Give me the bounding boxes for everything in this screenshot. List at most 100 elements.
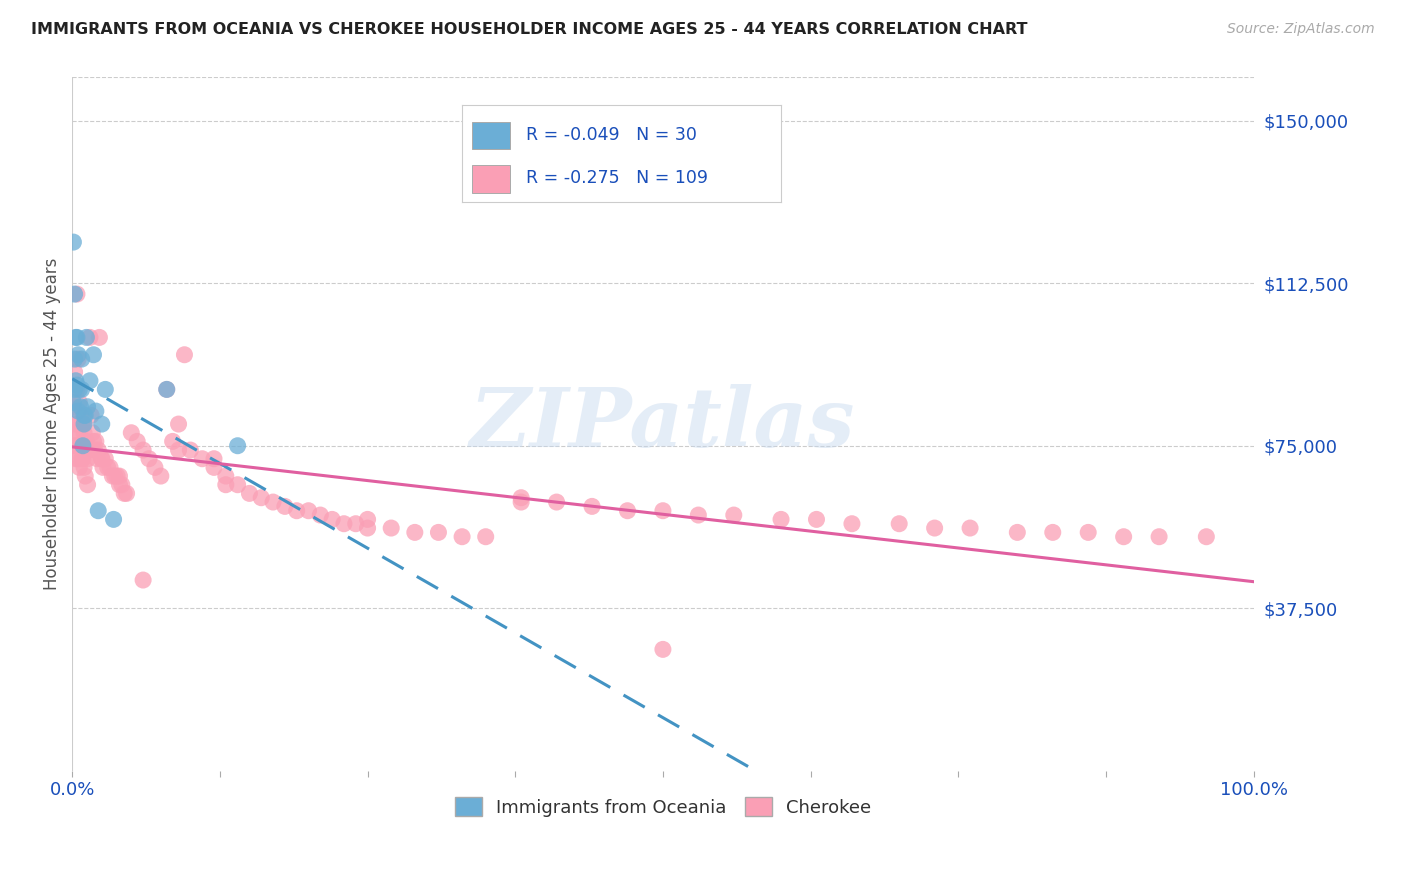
Point xyxy=(67,395,90,409)
Point xyxy=(69,409,91,423)
Point xyxy=(66,287,89,301)
Point xyxy=(83,443,105,458)
Point xyxy=(75,434,97,449)
Point xyxy=(73,425,96,440)
Point xyxy=(138,451,160,466)
Point xyxy=(91,460,114,475)
Point xyxy=(63,287,86,301)
Point xyxy=(309,508,332,522)
Point xyxy=(108,477,131,491)
Point xyxy=(70,383,93,397)
Text: ZIPatlas: ZIPatlas xyxy=(470,384,856,464)
Point xyxy=(103,512,125,526)
Point xyxy=(87,443,110,458)
Point xyxy=(65,330,87,344)
Point xyxy=(581,500,603,514)
Point xyxy=(66,378,89,392)
Point xyxy=(120,425,142,440)
Point xyxy=(67,417,90,431)
Point xyxy=(90,451,112,466)
Point xyxy=(226,477,249,491)
Point xyxy=(90,417,112,431)
Text: IMMIGRANTS FROM OCEANIA VS CHEROKEE HOUSEHOLDER INCOME AGES 25 - 44 YEARS CORREL: IMMIGRANTS FROM OCEANIA VS CHEROKEE HOUS… xyxy=(31,22,1028,37)
Point xyxy=(65,374,87,388)
Point xyxy=(167,417,190,431)
Point xyxy=(80,409,103,423)
Point xyxy=(344,516,367,531)
Point xyxy=(616,504,638,518)
Point xyxy=(76,400,98,414)
Point xyxy=(156,383,179,397)
Point xyxy=(111,477,134,491)
Point xyxy=(66,439,89,453)
Point xyxy=(67,425,90,440)
Point xyxy=(65,417,87,431)
Point xyxy=(112,486,135,500)
Point xyxy=(79,330,101,344)
Point xyxy=(76,477,98,491)
Point xyxy=(427,525,450,540)
Point xyxy=(959,521,981,535)
Point xyxy=(94,451,117,466)
Point xyxy=(202,451,225,466)
Point xyxy=(62,400,84,414)
Point xyxy=(770,512,793,526)
Y-axis label: Householder Income Ages 25 - 44 years: Householder Income Ages 25 - 44 years xyxy=(44,258,60,591)
Point xyxy=(1042,525,1064,540)
Point xyxy=(70,417,93,431)
Point xyxy=(173,348,195,362)
Point xyxy=(404,525,426,540)
Point xyxy=(105,469,128,483)
Point xyxy=(1147,530,1170,544)
Point xyxy=(651,504,673,518)
Point xyxy=(90,451,112,466)
Point xyxy=(72,451,94,466)
Point xyxy=(321,512,343,526)
Point xyxy=(86,451,108,466)
Point xyxy=(380,521,402,535)
Point xyxy=(63,383,86,397)
Point xyxy=(806,512,828,526)
Point xyxy=(70,352,93,367)
Point xyxy=(97,460,120,475)
Point xyxy=(67,404,90,418)
Point xyxy=(1195,530,1218,544)
Point xyxy=(67,352,90,367)
Point xyxy=(297,504,319,518)
Point xyxy=(285,504,308,518)
Point xyxy=(72,417,94,431)
Point xyxy=(191,451,214,466)
Point xyxy=(510,495,533,509)
Point xyxy=(70,451,93,466)
Point xyxy=(62,235,84,249)
Point xyxy=(67,348,90,362)
Point xyxy=(115,486,138,500)
Point xyxy=(87,504,110,518)
Point xyxy=(723,508,745,522)
Point xyxy=(69,439,91,453)
Point xyxy=(63,365,86,379)
Point xyxy=(77,443,100,458)
Point xyxy=(132,443,155,458)
Point xyxy=(67,383,90,397)
Point xyxy=(62,439,84,453)
Point xyxy=(63,425,86,440)
Point xyxy=(69,400,91,414)
Point xyxy=(84,434,107,449)
Point xyxy=(250,491,273,505)
Point xyxy=(451,530,474,544)
Point xyxy=(127,434,149,449)
Point xyxy=(356,512,378,526)
Point xyxy=(1007,525,1029,540)
Point xyxy=(89,330,111,344)
Point xyxy=(66,330,89,344)
Point xyxy=(510,491,533,505)
Point xyxy=(75,469,97,483)
Point xyxy=(149,469,172,483)
Point xyxy=(262,495,284,509)
Point xyxy=(924,521,946,535)
Point xyxy=(1077,525,1099,540)
Point xyxy=(167,443,190,458)
Point xyxy=(65,451,87,466)
Point xyxy=(63,352,86,367)
